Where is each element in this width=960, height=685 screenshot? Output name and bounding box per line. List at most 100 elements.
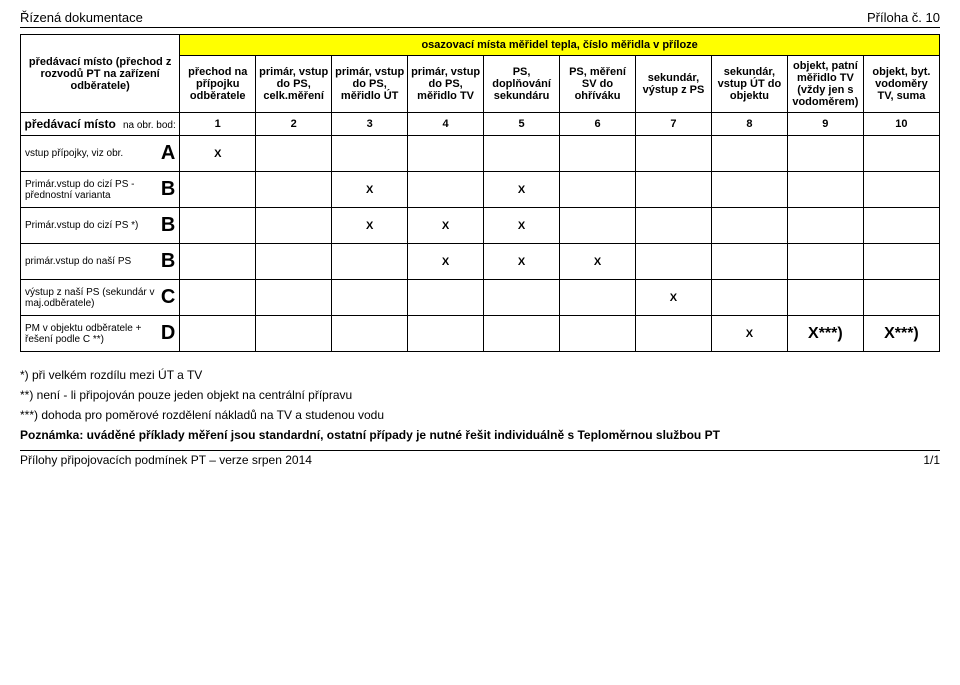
cell (711, 280, 787, 316)
num-row-sub: na obr. bod: (123, 120, 176, 131)
col-header-9: objekt, patní měřidlo TV (vždy jen s vod… (787, 56, 863, 113)
cell (863, 172, 939, 208)
col-num-1: 1 (180, 113, 256, 136)
cell (863, 244, 939, 280)
col-header-7: sekundár, výstup z PS (635, 56, 711, 113)
col-num-5: 5 (484, 113, 560, 136)
row-label: Primár.vstup do cizí PS *)B (21, 208, 180, 244)
cell: X (408, 208, 484, 244)
cell (635, 136, 711, 172)
note-bold: Poznámka: uváděné příklady měření jsou s… (20, 428, 940, 442)
cell (787, 244, 863, 280)
cell: X (408, 244, 484, 280)
cell (408, 316, 484, 352)
row-letter: C (161, 286, 175, 309)
cell: X (635, 280, 711, 316)
row-label: primár.vstup do naší PS B (21, 244, 180, 280)
doc-header-right: Příloha č. 10 (867, 10, 940, 25)
cell: X (332, 208, 408, 244)
row-letter: B (161, 178, 175, 201)
cell (787, 208, 863, 244)
cell: X (332, 172, 408, 208)
row-label: Primár.vstup do cizí PS - přednostní var… (21, 172, 180, 208)
cell (560, 280, 636, 316)
cell (180, 208, 256, 244)
cell (484, 280, 560, 316)
col-header-10: objekt, byt. vodoměry TV, suma (863, 56, 939, 113)
col-num-10: 10 (863, 113, 939, 136)
cell: X (484, 172, 560, 208)
col-header-2: primár, vstup do PS, celk.měření (256, 56, 332, 113)
table-title: osazovací místa měřidel tepla, číslo měř… (180, 35, 940, 56)
cell (180, 172, 256, 208)
cell: X (711, 316, 787, 352)
row-label-text: výstup z naší PS (sekundár v maj.odběrat… (25, 287, 157, 309)
corner-header: předávací místo (přechod z rozvodů PT na… (21, 35, 180, 113)
cell (711, 208, 787, 244)
row-label-text: primár.vstup do naší PS (25, 256, 131, 267)
cell (332, 136, 408, 172)
cell (635, 172, 711, 208)
col-header-3: primár, vstup do PS, měřidlo ÚT (332, 56, 408, 113)
cell (560, 316, 636, 352)
cell (863, 280, 939, 316)
cell: X (484, 208, 560, 244)
table-row: Primár.vstup do cizí PS - přednostní var… (21, 172, 940, 208)
cell (484, 136, 560, 172)
row-label-text: vstup přípojky, viz obr. (25, 148, 123, 159)
cell: X (560, 244, 636, 280)
cell (408, 136, 484, 172)
cell (787, 136, 863, 172)
col-num-6: 6 (560, 113, 636, 136)
cell: X***) (787, 316, 863, 352)
cell (332, 280, 408, 316)
cell (787, 172, 863, 208)
table-row: Primár.vstup do cizí PS *)BXXX (21, 208, 940, 244)
col-num-2: 2 (256, 113, 332, 136)
row-label-text: Primár.vstup do cizí PS *) (25, 220, 138, 231)
cell (711, 244, 787, 280)
row-label-text: Primár.vstup do cizí PS - přednostní var… (25, 179, 157, 201)
cell (180, 244, 256, 280)
table-row: vstup přípojky, viz obr. AX (21, 136, 940, 172)
footer-right: 1/1 (923, 453, 940, 467)
col-header-5: PS, doplňování sekundáru (484, 56, 560, 113)
cell (635, 244, 711, 280)
cell (256, 172, 332, 208)
row-letter: B (161, 250, 175, 273)
cell (180, 280, 256, 316)
cell (635, 316, 711, 352)
col-num-4: 4 (408, 113, 484, 136)
table-row: výstup z naší PS (sekundár v maj.odběrat… (21, 280, 940, 316)
cell (863, 208, 939, 244)
cell (711, 172, 787, 208)
cell (863, 136, 939, 172)
cell (256, 208, 332, 244)
col-header-1: přechod na přípojku odběratele (180, 56, 256, 113)
row-letter: D (161, 322, 175, 345)
cell (332, 244, 408, 280)
num-row-label: předávací místo (25, 117, 116, 131)
notes: *) při velkém rozdílu mezi ÚT a TV **) n… (20, 368, 940, 442)
table-row: primár.vstup do naší PSBXXX (21, 244, 940, 280)
cell: X***) (863, 316, 939, 352)
row-label-text: PM v objektu odběratele + řešení podle C… (25, 323, 157, 345)
footer-left: Přílohy připojovacích podmínek PT – verz… (20, 453, 312, 467)
col-num-9: 9 (787, 113, 863, 136)
cell (787, 280, 863, 316)
row-label: výstup z naší PS (sekundár v maj.odběrat… (21, 280, 180, 316)
num-row-label-cell: předávací místo na obr. bod: (21, 113, 180, 136)
cell (560, 172, 636, 208)
cell (560, 208, 636, 244)
col-num-8: 8 (711, 113, 787, 136)
cell (560, 136, 636, 172)
col-header-6: PS, měření SV do ohříváku (560, 56, 636, 113)
main-table: předávací místo (přechod z rozvodů PT na… (20, 34, 940, 352)
cell (711, 136, 787, 172)
cell: X (180, 136, 256, 172)
cell (256, 280, 332, 316)
row-letter: A (161, 142, 175, 165)
col-num-7: 7 (635, 113, 711, 136)
col-num-3: 3 (332, 113, 408, 136)
cell (180, 316, 256, 352)
